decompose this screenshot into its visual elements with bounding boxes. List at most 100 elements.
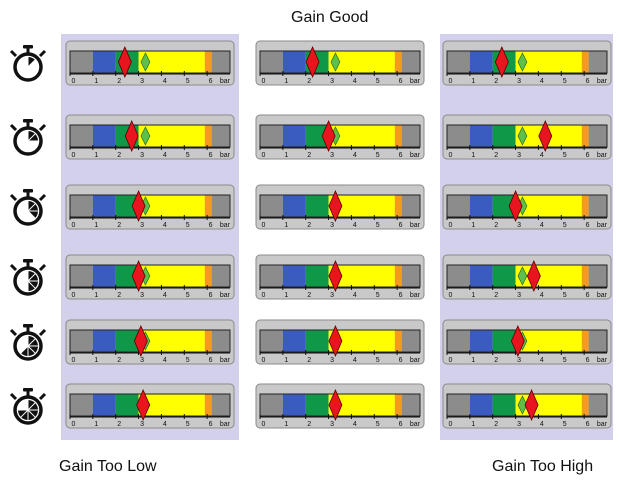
tick-label: 4 bbox=[353, 152, 357, 159]
gauge-band-4 bbox=[515, 195, 582, 217]
gauge-band-3 bbox=[492, 195, 516, 217]
gauge-band-1 bbox=[70, 330, 93, 352]
tick-label: 4 bbox=[353, 357, 357, 364]
tick-label: 6 bbox=[399, 357, 403, 364]
gauge-r6-c1: 0 1 2 3 4 5 6 bar bbox=[65, 383, 235, 429]
actual-marker bbox=[136, 388, 151, 422]
gauge-r4-c3: 0 1 2 3 4 5 6 bar bbox=[442, 254, 612, 300]
gauge-band-4 bbox=[515, 51, 582, 73]
gauge-r2-c1: 0 1 2 3 4 5 6 bar bbox=[65, 114, 235, 160]
tick-label: 3 bbox=[330, 292, 334, 299]
tick-label: 2 bbox=[117, 78, 121, 85]
tick-label: 6 bbox=[209, 292, 213, 299]
tick-label: 0 bbox=[72, 78, 76, 85]
tick-label: 2 bbox=[494, 292, 498, 299]
gauge-r3-c3: 0 1 2 3 4 5 6 bar bbox=[442, 184, 612, 230]
unit-label: bar bbox=[220, 357, 231, 364]
gauge-band-5 bbox=[581, 125, 589, 147]
gauge-band-4 bbox=[138, 51, 205, 73]
gauge-band-1 bbox=[447, 125, 470, 147]
actual-marker bbox=[328, 388, 343, 422]
gauge-band-3 bbox=[492, 330, 516, 352]
tick-label: 6 bbox=[586, 357, 590, 364]
tick-label: 2 bbox=[307, 357, 311, 364]
tick-label: 3 bbox=[140, 421, 144, 428]
stopwatch-stem bbox=[26, 327, 30, 332]
stopwatch-right-button bbox=[38, 49, 47, 58]
gauge-band-2 bbox=[92, 195, 116, 217]
gauge-band-6 bbox=[211, 51, 230, 73]
gauge-band-5 bbox=[204, 394, 212, 416]
gauge-bar-outline bbox=[446, 329, 608, 353]
gauge-band-2 bbox=[282, 125, 306, 147]
tick-label: 4 bbox=[540, 78, 544, 85]
actual-marker bbox=[133, 324, 148, 358]
gauge-bar-outline bbox=[69, 264, 231, 288]
wedge-divider bbox=[20, 409, 29, 418]
setpoint-marker bbox=[517, 395, 528, 415]
tick-label: 1 bbox=[284, 421, 288, 428]
tick-label: 1 bbox=[94, 222, 98, 229]
gauge-band-1 bbox=[260, 195, 283, 217]
gauge-band-1 bbox=[70, 51, 93, 73]
gain-too-low-label: Gain Too Low bbox=[59, 458, 157, 475]
gauge-band-6 bbox=[588, 394, 607, 416]
gauge-band-5 bbox=[581, 394, 589, 416]
gain-good-label: Gain Good bbox=[291, 9, 369, 26]
gauge-band-5 bbox=[581, 330, 589, 352]
gauge-band-6 bbox=[401, 330, 420, 352]
tick-label: 0 bbox=[262, 357, 266, 364]
unit-label: bar bbox=[410, 222, 421, 229]
tick-label: 1 bbox=[284, 357, 288, 364]
tick-label: 3 bbox=[517, 292, 521, 299]
stopwatch-icon bbox=[9, 259, 47, 296]
gauge-band-6 bbox=[588, 195, 607, 217]
tick-label: 3 bbox=[330, 78, 334, 85]
tick-label: 6 bbox=[209, 152, 213, 159]
gauge-band-2 bbox=[282, 195, 306, 217]
tick-label: 0 bbox=[262, 421, 266, 428]
setpoint-marker bbox=[140, 52, 151, 72]
tick-label: 4 bbox=[353, 292, 357, 299]
unit-label: bar bbox=[410, 357, 421, 364]
gauge-band-6 bbox=[401, 195, 420, 217]
gauge-bar-outline bbox=[259, 194, 421, 218]
unit-label: bar bbox=[597, 357, 608, 364]
gauge-band-6 bbox=[211, 265, 230, 287]
gauge-band-6 bbox=[588, 330, 607, 352]
unit-label: bar bbox=[220, 78, 231, 85]
unit-label: bar bbox=[597, 222, 608, 229]
tick-label: 1 bbox=[94, 292, 98, 299]
gauge-bar-outline bbox=[69, 329, 231, 353]
gauge-band-1 bbox=[447, 195, 470, 217]
tick-label: 2 bbox=[307, 421, 311, 428]
actual-marker bbox=[117, 45, 132, 79]
tick-label: 6 bbox=[399, 152, 403, 159]
tick-label: 0 bbox=[449, 421, 453, 428]
tick-label: 6 bbox=[586, 421, 590, 428]
tick-label: 0 bbox=[449, 222, 453, 229]
tick-label: 3 bbox=[330, 421, 334, 428]
stopwatch-right-button bbox=[38, 392, 47, 401]
setpoint-marker bbox=[517, 266, 528, 286]
gauge-band-2 bbox=[469, 394, 493, 416]
gauge-r1-c3: 0 1 2 3 4 5 6 bar bbox=[442, 40, 612, 86]
wedge-divider bbox=[27, 409, 36, 418]
tick-label: 2 bbox=[494, 78, 498, 85]
gauge-bar-outline bbox=[69, 194, 231, 218]
tick-label: 5 bbox=[376, 222, 380, 229]
tick-label: 5 bbox=[376, 421, 380, 428]
gauge-r5-c3: 0 1 2 3 4 5 6 bar bbox=[442, 319, 612, 365]
gauge-band-1 bbox=[70, 195, 93, 217]
gauge-band-5 bbox=[204, 330, 212, 352]
gauge-band-6 bbox=[588, 51, 607, 73]
tick-label: 1 bbox=[471, 292, 475, 299]
actual-marker bbox=[526, 259, 541, 293]
gauge-band-2 bbox=[282, 330, 306, 352]
elapsed-wedge bbox=[28, 57, 36, 67]
stopwatch-stem bbox=[26, 262, 30, 267]
tick-label: 4 bbox=[353, 78, 357, 85]
tick-label: 6 bbox=[209, 78, 213, 85]
tick-label: 4 bbox=[163, 78, 167, 85]
